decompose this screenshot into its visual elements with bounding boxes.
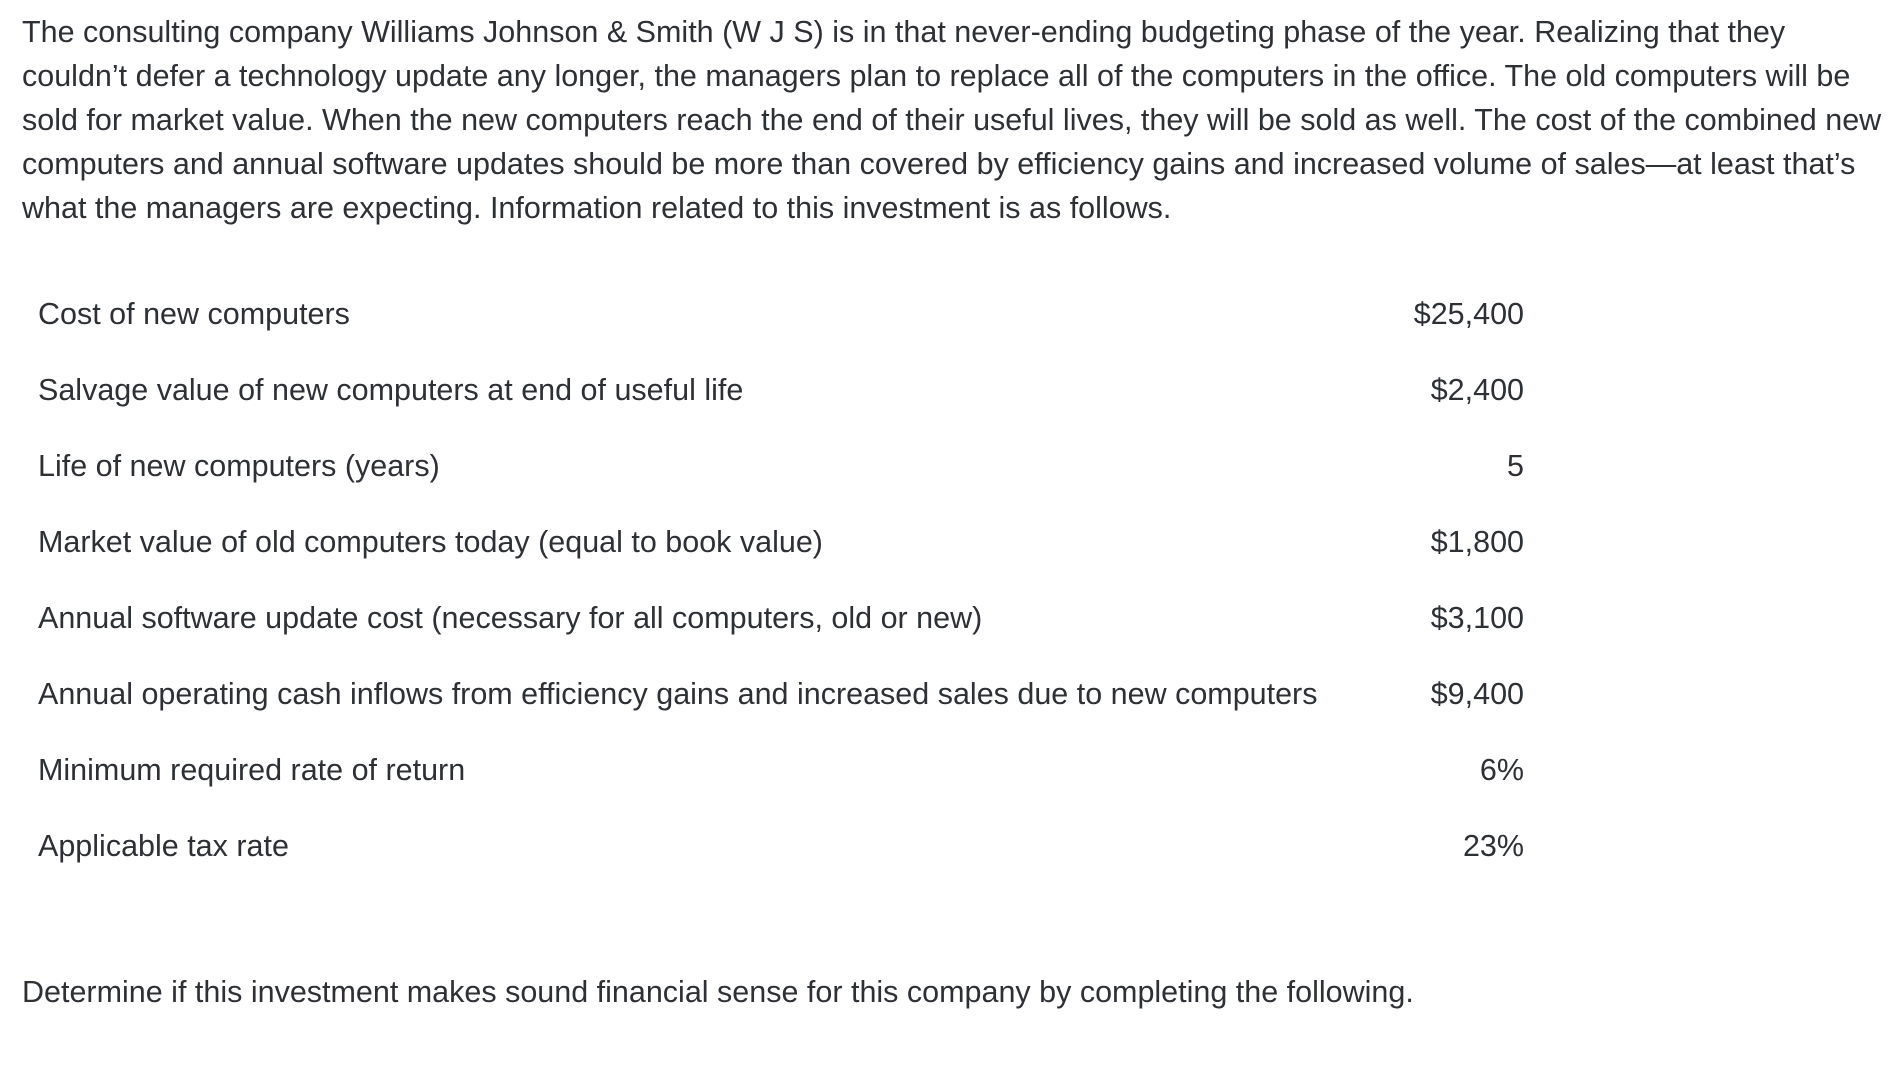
row-value: 23% [1462,828,1524,863]
row-label: Applicable tax rate [38,828,289,863]
table-row: Life of new computers (years) 5 [38,428,1524,504]
row-label: Annual operating cash inflows from effic… [38,676,1318,711]
table-row: Salvage value of new computers at end of… [38,352,1524,428]
row-value: 5 [1507,448,1524,483]
row-value: $3,100 [1430,600,1524,635]
problem-instruction: Determine if this investment makes sound… [22,975,1414,1009]
row-label: Life of new computers (years) [38,448,440,483]
row-value: 6% [1479,752,1524,787]
row-value: $1,800 [1430,524,1524,559]
problem-intro-paragraph: The consulting company Williams Johnson … [22,15,1882,225]
row-value: $25,400 [1413,296,1524,331]
investment-data-table: Cost of new computers $25,400 Salvage va… [38,276,1524,884]
table-row: Applicable tax rate 23% [38,808,1524,884]
table-row: Minimum required rate of return 6% [38,732,1524,808]
row-value: $9,400 [1430,676,1524,711]
table-row: Cost of new computers $25,400 [38,276,1524,352]
row-label: Minimum required rate of return [38,752,466,787]
row-label: Market value of old computers today (equ… [38,524,823,559]
table-row: Market value of old computers today (equ… [38,504,1524,580]
table-row: Annual operating cash inflows from effic… [38,656,1524,732]
row-label: Cost of new computers [38,296,350,331]
row-label: Salvage value of new computers at end of… [38,372,744,407]
row-label: Annual software update cost (necessary f… [38,600,983,635]
table-row: Annual software update cost (necessary f… [38,580,1524,656]
row-value: $2,400 [1430,372,1524,407]
